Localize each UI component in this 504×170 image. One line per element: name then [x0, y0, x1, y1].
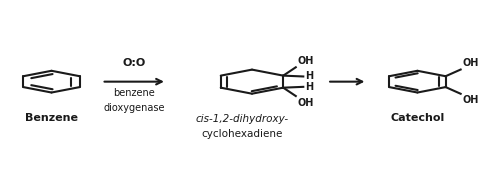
- Text: cyclohexadiene: cyclohexadiene: [201, 129, 283, 139]
- Text: O:O: O:O: [122, 58, 146, 68]
- Text: OH: OH: [297, 56, 313, 66]
- Text: OH: OH: [297, 98, 313, 108]
- Text: OH: OH: [462, 95, 478, 105]
- Text: H: H: [305, 71, 313, 81]
- Text: Catechol: Catechol: [390, 113, 445, 123]
- Text: cis-1,2-dihydroxy-: cis-1,2-dihydroxy-: [196, 114, 288, 124]
- Text: benzene: benzene: [113, 88, 155, 98]
- Text: OH: OH: [462, 58, 478, 68]
- Text: dioxygenase: dioxygenase: [103, 103, 165, 113]
- Text: H: H: [305, 82, 313, 92]
- Text: Benzene: Benzene: [25, 113, 78, 123]
